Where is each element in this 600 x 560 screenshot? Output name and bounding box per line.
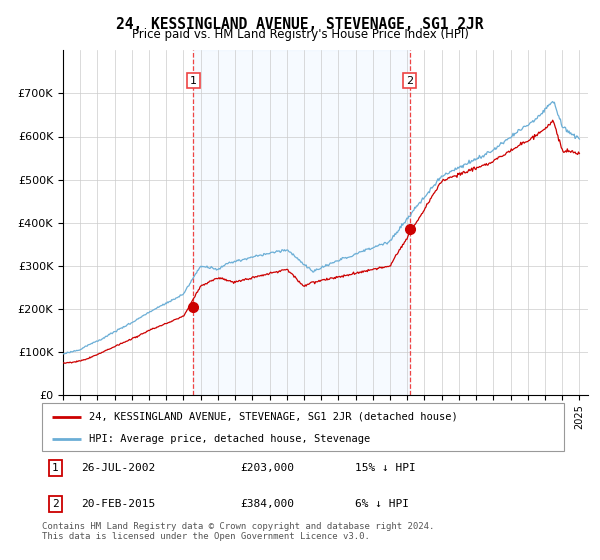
Bar [193,50,410,395]
Text: HPI: Average price, detached house, Stevenage: HPI: Average price, detached house, Stev… [89,434,370,444]
Text: 24, KESSINGLAND AVENUE, STEVENAGE, SG1 2JR: 24, KESSINGLAND AVENUE, STEVENAGE, SG1 2… [116,17,484,32]
Text: 24, KESSINGLAND AVENUE, STEVENAGE, SG1 2JR (detached house): 24, KESSINGLAND AVENUE, STEVENAGE, SG1 2… [89,412,458,422]
Text: 15% ↓ HPI: 15% ↓ HPI [355,463,416,473]
Text: 1: 1 [52,463,58,473]
Text: 26-JUL-2002: 26-JUL-2002 [81,463,155,473]
Text: £203,000: £203,000 [241,463,295,473]
Text: 6% ↓ HPI: 6% ↓ HPI [355,499,409,509]
FancyBboxPatch shape [42,403,564,451]
Text: 2: 2 [52,499,58,509]
Text: 2: 2 [406,76,413,86]
Text: 20-FEB-2015: 20-FEB-2015 [81,499,155,509]
Text: Price paid vs. HM Land Registry's House Price Index (HPI): Price paid vs. HM Land Registry's House … [131,28,469,41]
Text: £384,000: £384,000 [241,499,295,509]
Text: 1: 1 [190,76,197,86]
Text: Contains HM Land Registry data © Crown copyright and database right 2024.
This d: Contains HM Land Registry data © Crown c… [42,522,434,542]
